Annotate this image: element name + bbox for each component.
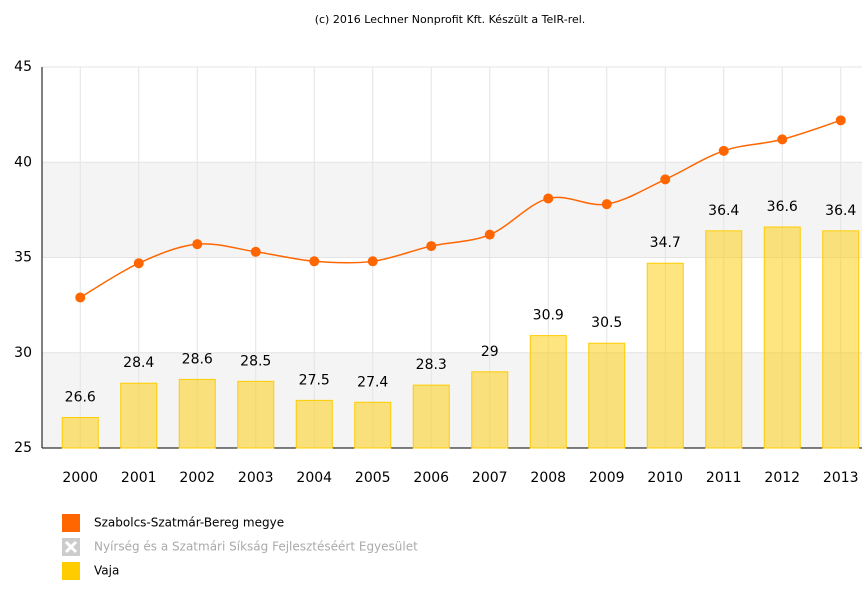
- bar: [646, 262, 684, 449]
- data-label: 34.7: [650, 235, 681, 251]
- x-tick-label: 2003: [238, 470, 274, 486]
- bar: [471, 371, 509, 449]
- bar: [178, 378, 216, 449]
- x-tick-label: 2005: [355, 470, 391, 486]
- point: [75, 292, 86, 303]
- bar: [588, 342, 626, 449]
- point: [484, 229, 495, 240]
- bar: [763, 226, 801, 449]
- point: [250, 246, 261, 257]
- bar: [529, 335, 567, 449]
- legend-label: Nyírség és a Szatmári Síkság Fejlesztésé…: [94, 540, 418, 554]
- point: [192, 239, 203, 250]
- point: [367, 256, 378, 267]
- y-tick-label: 30: [14, 345, 32, 361]
- point: [309, 256, 320, 267]
- point: [601, 199, 612, 210]
- x-tick-label: 2008: [530, 470, 566, 486]
- x-tick-label: 2011: [706, 470, 742, 486]
- y-tick-label: 40: [14, 154, 32, 170]
- x-tick-label: 2009: [589, 470, 625, 486]
- chart-subtitle: (c) 2016 Lechner Nonprofit Kft. Készült …: [315, 13, 586, 26]
- data-label: 28.6: [182, 351, 213, 367]
- legend-label: Szabolcs-Szatmár-Bereg megye: [94, 516, 284, 530]
- point: [543, 193, 554, 204]
- x-tick-label: 2002: [179, 470, 215, 486]
- x-tick-label: 2012: [764, 470, 800, 486]
- data-label: 30.9: [533, 308, 564, 324]
- bar: [354, 401, 392, 449]
- bar: [705, 230, 743, 449]
- bar: [61, 417, 99, 449]
- data-label: 28.3: [416, 357, 447, 373]
- point: [133, 258, 144, 269]
- y-tick-label: 45: [14, 59, 32, 75]
- data-label: 29: [481, 344, 499, 360]
- data-label: 28.4: [123, 355, 154, 371]
- data-label: 26.6: [65, 390, 96, 406]
- x-tick-label: 2001: [121, 470, 157, 486]
- point: [835, 115, 846, 126]
- data-label: 27.5: [299, 372, 330, 388]
- legend-swatch: [62, 514, 80, 532]
- point: [718, 145, 729, 156]
- x-tick-label: 2004: [296, 470, 332, 486]
- x-tick-label: 2000: [62, 470, 98, 486]
- point: [660, 174, 671, 185]
- legend-label: Vaja: [94, 564, 119, 578]
- point: [777, 134, 788, 145]
- data-label: 36.4: [825, 203, 856, 219]
- data-label: 36.4: [708, 203, 739, 219]
- legend-x: [64, 540, 78, 554]
- bar: [295, 399, 333, 449]
- y-tick-label: 35: [14, 250, 32, 266]
- data-label: 27.4: [357, 374, 388, 390]
- bar: [412, 384, 450, 449]
- data-label: 28.5: [240, 353, 271, 369]
- point: [426, 241, 437, 252]
- x-tick-label: 2007: [472, 470, 508, 486]
- x-tick-label: 2013: [823, 470, 859, 486]
- bar: [237, 380, 275, 449]
- x-tick-label: 2010: [647, 470, 683, 486]
- x-tick-label: 2006: [413, 470, 449, 486]
- legend-swatch: [62, 562, 80, 580]
- data-label: 36.6: [767, 199, 798, 215]
- data-label: 30.5: [591, 315, 622, 331]
- y-tick-label: 25: [14, 440, 32, 456]
- bar: [822, 230, 860, 449]
- bar: [120, 382, 158, 449]
